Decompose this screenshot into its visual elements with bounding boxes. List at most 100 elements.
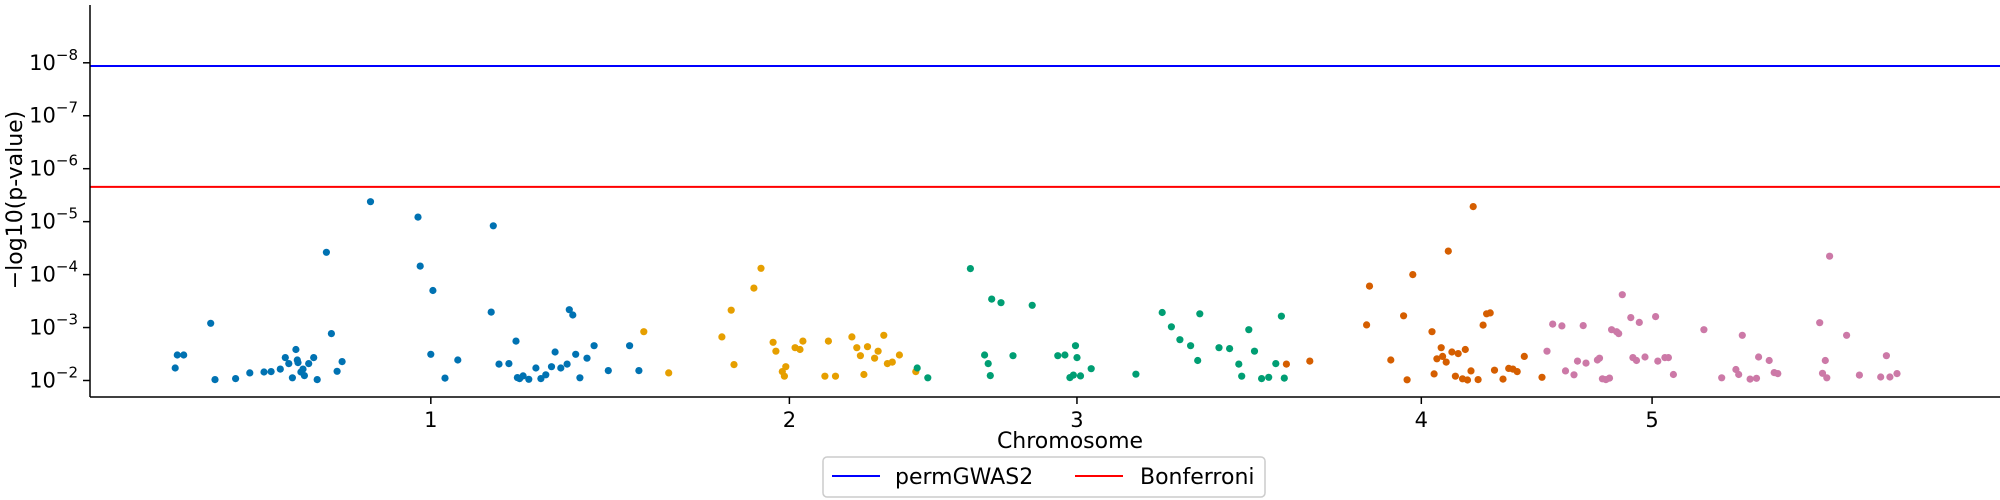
data-point [1615, 330, 1623, 338]
data-point [1196, 310, 1204, 318]
y-tick-label: 10−2 [29, 363, 78, 392]
data-point [267, 368, 275, 376]
data-point [322, 248, 330, 256]
data-point [281, 354, 289, 362]
data-point [1818, 369, 1827, 377]
data-point [1187, 342, 1195, 350]
data-point [173, 351, 181, 359]
data-point [299, 365, 307, 373]
data-point [874, 347, 882, 355]
x-tick-label: 3 [1070, 408, 1083, 432]
data-point [821, 372, 829, 380]
data-point [1442, 358, 1450, 366]
data-point [626, 342, 634, 350]
y-axis-ticks: 10−2 10−3 10−4 10−5 10−6 10−7 10−8 [29, 46, 90, 392]
data-point [333, 367, 341, 375]
data-point [1718, 374, 1726, 382]
data-point [1595, 354, 1604, 362]
data-point [276, 365, 284, 373]
data-point [1226, 345, 1234, 353]
data-point [1235, 360, 1243, 368]
data-point [1774, 370, 1782, 378]
data-point [1664, 354, 1672, 362]
data-point [853, 344, 861, 352]
data-point [1194, 356, 1202, 365]
data-point [1430, 370, 1438, 378]
data-point [604, 367, 612, 375]
data-point [750, 284, 758, 292]
data-point [1448, 348, 1456, 356]
x-tick-label: 5 [1645, 408, 1658, 432]
data-point [727, 306, 735, 314]
data-point [1433, 355, 1441, 363]
data-point [1363, 321, 1371, 329]
data-point [288, 374, 296, 382]
data-point [1409, 271, 1417, 279]
data-point [1461, 345, 1469, 354]
data-point [1627, 314, 1635, 322]
y-tick-label: 10−4 [29, 258, 78, 287]
data-point [1549, 320, 1557, 328]
data-point [1570, 371, 1578, 379]
data-point [1765, 356, 1773, 365]
data-point [1816, 319, 1824, 327]
data-point [180, 351, 188, 359]
data-point [966, 265, 975, 273]
data-point [1061, 351, 1069, 359]
data-point [1738, 331, 1746, 339]
data-point [1573, 357, 1582, 365]
data-point [824, 337, 833, 345]
y-tick-label: 10−6 [29, 152, 78, 181]
data-point [1272, 360, 1280, 368]
data-point [427, 350, 435, 358]
data-point [1387, 356, 1395, 364]
data-point [590, 342, 598, 350]
data-point [782, 363, 790, 371]
data-point [1469, 203, 1477, 211]
data-point [1467, 367, 1475, 375]
data-point [565, 306, 573, 314]
data-point [1365, 282, 1374, 290]
data-point [1652, 313, 1660, 321]
data-point [1520, 352, 1528, 360]
data-point [1735, 370, 1743, 379]
data-point [569, 311, 577, 319]
data-point [310, 354, 318, 362]
data-point [583, 354, 591, 362]
data-point [1558, 322, 1566, 330]
data-point [232, 375, 240, 383]
data-point [1635, 318, 1643, 326]
data-point [292, 345, 300, 354]
data-point [338, 358, 346, 366]
data-point [1428, 328, 1436, 336]
data-point [454, 356, 462, 364]
data-point [981, 351, 989, 359]
data-point [1463, 376, 1472, 384]
data-point [1437, 344, 1445, 352]
data-point [285, 360, 293, 368]
data-point [1746, 375, 1754, 383]
data-point [984, 360, 992, 368]
data-point [986, 372, 994, 380]
data-point [563, 360, 571, 368]
data-point [1054, 352, 1062, 360]
data-point [1605, 374, 1614, 382]
data-point [1654, 357, 1662, 365]
data-point [246, 369, 254, 377]
data-point [1280, 374, 1288, 382]
data-point [635, 367, 643, 375]
data-point [913, 364, 921, 372]
data-point [1439, 352, 1447, 360]
data-point [537, 375, 545, 383]
data-point [871, 354, 879, 362]
data-point [1454, 350, 1462, 358]
data-point [366, 198, 375, 206]
data-point [730, 361, 738, 369]
data-point [1821, 356, 1829, 365]
data-point [1158, 308, 1166, 317]
data-point [260, 368, 268, 376]
data-point [1561, 367, 1570, 375]
data-point [1258, 375, 1266, 383]
data-point [1087, 365, 1095, 373]
data-point [1486, 309, 1494, 317]
